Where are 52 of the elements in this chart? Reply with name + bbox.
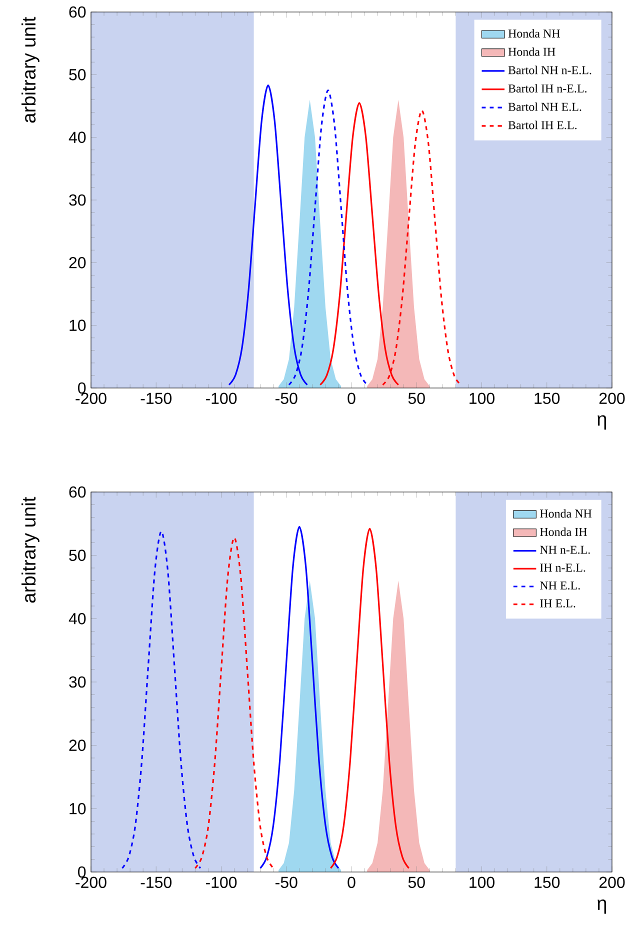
x-tick-label: -150 [140, 876, 172, 888]
x-tick-label: 50 [408, 876, 426, 888]
y-tick-label: 0 [78, 866, 86, 878]
x-tick-label: 150 [534, 876, 560, 888]
y-axis-title: arbitrary unit [22, 496, 40, 603]
x-axis-title: η [598, 900, 606, 914]
y-tick-label: 50 [69, 550, 86, 561]
legend-label: NH n-E.L. [540, 546, 590, 554]
x-axis-title: η [598, 415, 606, 430]
x-tick-label: 50 [408, 392, 426, 404]
x-tick-label: -100 [206, 876, 237, 888]
x-tick-label: -200 [76, 876, 106, 888]
legend-label: Bartol NH E.L. [508, 102, 582, 111]
legend-label: Bartol IH E.L. [508, 120, 577, 130]
x-tick-label: -50 [276, 876, 298, 888]
x-tick-label: 100 [470, 876, 495, 888]
line-series [260, 526, 340, 869]
legend-label: IH n-E.L. [540, 564, 586, 572]
y-tick-label: 50 [69, 69, 86, 80]
x-tick-label: -150 [140, 392, 172, 404]
y-tick-label: 40 [68, 132, 86, 143]
y-tick-label: 20 [69, 257, 86, 268]
x-tick-label: -100 [206, 392, 237, 404]
y-tick-label: 10 [70, 803, 86, 814]
y-tick-label: 0 [78, 382, 86, 394]
x-tick-label: 200 [600, 392, 625, 404]
x-tick-label: -200 [76, 392, 106, 404]
legend-label: Honda IH [540, 528, 588, 536]
x-tick-label: 0 [348, 876, 356, 888]
y-tick-label: 30 [69, 676, 86, 688]
legend-label: Honda NH [508, 29, 560, 38]
legend-label: Honda NH [540, 509, 592, 518]
legend-label: IH E.L. [540, 599, 576, 608]
y-tick-label: 20 [69, 740, 86, 751]
x-tick-label: 150 [534, 392, 560, 404]
legend-label: NH E.L. [540, 582, 580, 590]
x-tick-label: 100 [470, 392, 495, 404]
x-tick-label: 200 [600, 876, 625, 888]
y-axis-title: arbitrary unit [22, 16, 40, 123]
line-series [330, 528, 410, 869]
y-tick-label: 10 [70, 320, 86, 331]
legend-label: Honda IH [508, 47, 556, 56]
y-tick-label: 30 [69, 194, 86, 206]
line-series [194, 536, 274, 869]
y-tick-label: 60 [69, 6, 86, 18]
legend-label: Bartol IH n-E.L. [508, 84, 587, 93]
y-tick-label: 60 [69, 486, 86, 498]
y-tick-label: 40 [68, 613, 86, 624]
x-tick-label: 0 [348, 392, 356, 404]
line-series [122, 530, 202, 869]
x-tick-label: -50 [276, 392, 298, 404]
legend-label: Bartol NH n-E.L. [508, 66, 592, 74]
